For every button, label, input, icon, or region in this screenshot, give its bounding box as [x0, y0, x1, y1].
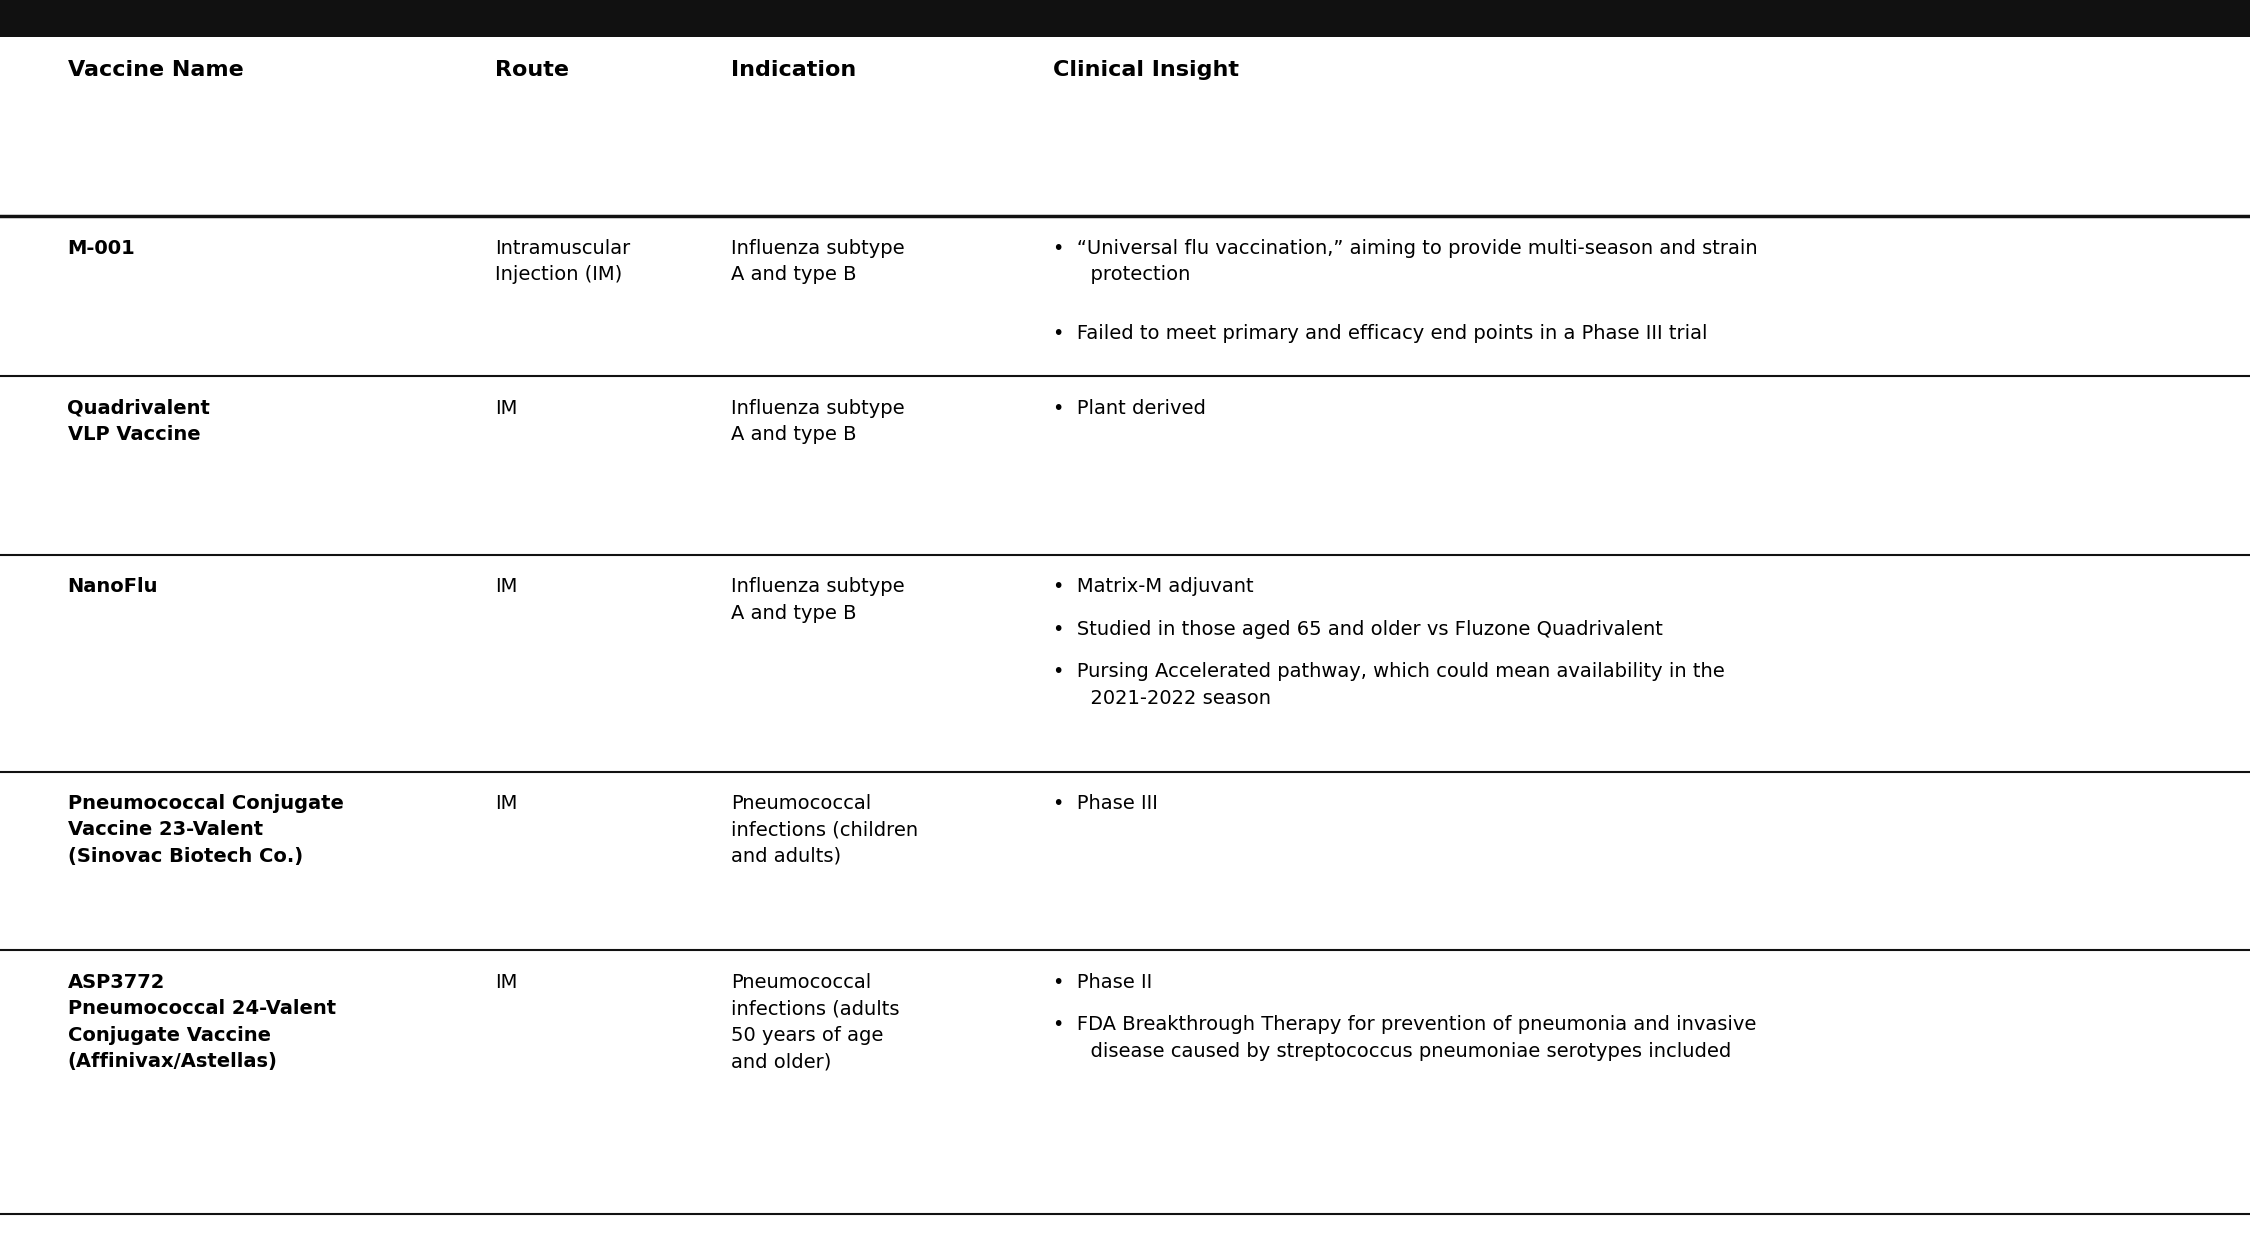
Text: Pneumococcal Conjugate
Vaccine 23-Valent
(Sinovac Biotech Co.): Pneumococcal Conjugate Vaccine 23-Valent…: [68, 794, 344, 867]
Text: Clinical Insight: Clinical Insight: [1053, 60, 1240, 80]
Text: •  Phase III: • Phase III: [1053, 794, 1159, 813]
Text: Intramuscular
Injection (IM): Intramuscular Injection (IM): [495, 239, 630, 284]
Text: Quadrivalent
VLP Vaccine: Quadrivalent VLP Vaccine: [68, 398, 212, 444]
Text: •  Failed to meet primary and efficacy end points in a Phase III trial: • Failed to meet primary and efficacy en…: [1053, 324, 1708, 342]
Text: Influenza subtype
A and type B: Influenza subtype A and type B: [731, 578, 904, 622]
Text: ASP3772
Pneumococcal 24-Valent
Conjugate Vaccine
(Affinivax/Astellas): ASP3772 Pneumococcal 24-Valent Conjugate…: [68, 972, 335, 1071]
Text: NanoFlu: NanoFlu: [68, 578, 158, 596]
Text: IM: IM: [495, 794, 518, 813]
Text: Influenza subtype
A and type B: Influenza subtype A and type B: [731, 398, 904, 444]
Text: IM: IM: [495, 578, 518, 596]
Text: Pneumococcal
infections (children
and adults): Pneumococcal infections (children and ad…: [731, 794, 918, 867]
Text: •  FDA Breakthrough Therapy for prevention of pneumonia and invasive
      disea: • FDA Breakthrough Therapy for preventio…: [1053, 1015, 1757, 1061]
Text: •  “Universal flu vaccination,” aiming to provide multi-season and strain
      : • “Universal flu vaccination,” aiming to…: [1053, 239, 1757, 284]
Text: IM: IM: [495, 398, 518, 417]
Text: Influenza subtype
A and type B: Influenza subtype A and type B: [731, 239, 904, 284]
Text: Route: Route: [495, 60, 569, 80]
Text: •  Pursing Accelerated pathway, which could mean availability in the
      2021-: • Pursing Accelerated pathway, which cou…: [1053, 662, 1726, 708]
Text: IM: IM: [495, 972, 518, 992]
Text: •  Matrix-M adjuvant: • Matrix-M adjuvant: [1053, 578, 1253, 596]
Text: •  Plant derived: • Plant derived: [1053, 398, 1206, 417]
Text: Pneumococcal
infections (adults
50 years of age
and older): Pneumococcal infections (adults 50 years…: [731, 972, 900, 1071]
Text: M-001: M-001: [68, 239, 135, 258]
Text: •  Phase II: • Phase II: [1053, 972, 1152, 992]
Text: Indication: Indication: [731, 60, 857, 80]
Bar: [0, 0, 2250, 37]
Text: •  Studied in those aged 65 and older vs Fluzone Quadrivalent: • Studied in those aged 65 and older vs …: [1053, 620, 1663, 639]
Text: Vaccine Name: Vaccine Name: [68, 60, 243, 80]
